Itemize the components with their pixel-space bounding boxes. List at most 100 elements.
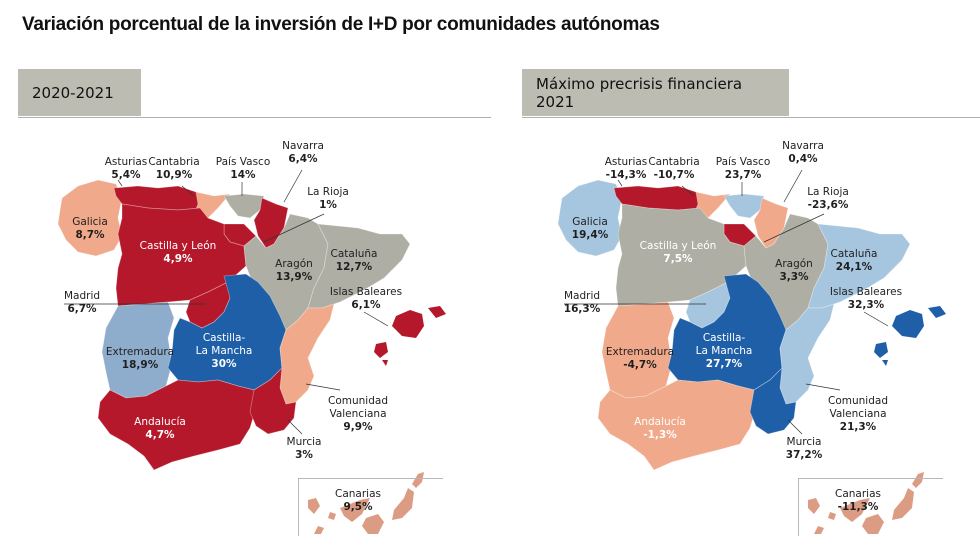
- region-name: Cataluña: [330, 248, 378, 260]
- leader-line: [117, 179, 123, 187]
- leader-line: [283, 169, 303, 203]
- region-name: Castilla-: [702, 332, 746, 344]
- region-name: La Rioja: [307, 186, 349, 198]
- region-value: 14%: [230, 169, 256, 181]
- region-name: Cantabria: [648, 156, 700, 168]
- region-name: País Vasco: [715, 156, 771, 168]
- region-name-line2: La Mancha: [195, 345, 253, 357]
- region-name-line2: Valenciana: [329, 408, 387, 420]
- region-canarias: [840, 498, 870, 522]
- region-islas-baleares: [928, 306, 946, 318]
- region-value: -11,3%: [837, 501, 879, 513]
- region-canarias: [862, 514, 884, 534]
- region-name: Galicia: [72, 216, 108, 228]
- region-value: -23,6%: [807, 199, 849, 211]
- period-tab: Máximo precrisis financiera 2021: [522, 69, 789, 116]
- region-value: 9,5%: [343, 501, 373, 513]
- label-cataluna: Cataluña 24,1%: [831, 248, 878, 274]
- region-andalucia: [97, 379, 257, 471]
- label-murcia: Murcia 3%: [287, 436, 322, 462]
- period-tab: 2020-2021: [18, 69, 141, 116]
- label-pais-vasco: País Vasco 23,7%: [716, 156, 771, 182]
- region-value: 9,9%: [343, 421, 373, 433]
- region-cataluna: [307, 223, 411, 309]
- region-name-line2: Valenciana: [829, 408, 887, 420]
- region-name: Andalucía: [634, 416, 686, 428]
- region-name: Islas Baleares: [829, 286, 903, 298]
- leader-line: [805, 383, 841, 391]
- label-murcia: Murcia 37,2%: [786, 436, 822, 462]
- region-canarias: [912, 472, 924, 488]
- region-name: Cantabria: [148, 156, 200, 168]
- region-value: 6,4%: [288, 153, 318, 165]
- label-extremadura: Extremadura 18,9%: [106, 346, 174, 372]
- region-islas-baleares: [374, 342, 388, 358]
- region-name: Asturias: [604, 156, 648, 168]
- region-value: -1,3%: [643, 429, 677, 441]
- leader-line: [363, 311, 389, 327]
- region-value: 13,9%: [275, 271, 313, 283]
- region-value: 12,7%: [335, 261, 373, 273]
- leader-line: [863, 311, 889, 327]
- region-canarias: [412, 472, 424, 488]
- label-la-rioja: La Rioja -23,6%: [807, 186, 849, 212]
- region-name: Castilla-: [202, 332, 246, 344]
- label-asturias: Asturias -14,3%: [605, 156, 648, 182]
- label-cataluna: Cataluña 12,7%: [331, 248, 378, 274]
- region-islas-baleares: [428, 306, 446, 318]
- region-value: 30%: [211, 358, 237, 370]
- region-name: Asturias: [104, 156, 148, 168]
- region-value: 7,5%: [663, 253, 693, 265]
- label-madrid: Madrid 6,7%: [64, 290, 100, 316]
- region-value: -4,7%: [623, 359, 657, 371]
- region-name: Galicia: [572, 216, 608, 228]
- region-name: Comunidad: [328, 395, 388, 407]
- region-name: Aragón: [775, 258, 813, 270]
- region-name: Canarias: [335, 488, 381, 500]
- region-name: País Vasco: [215, 156, 271, 168]
- region-name: Aragón: [275, 258, 313, 270]
- label-andalucia: Andalucía -1,3%: [634, 416, 686, 442]
- label-pais-vasco: País Vasco 14%: [216, 156, 271, 182]
- region-name: Islas Baleares: [329, 286, 403, 298]
- region-murcia: [249, 366, 297, 435]
- label-navarra: Navarra 0,4%: [782, 140, 824, 166]
- region-value: -10,7%: [653, 169, 695, 181]
- region-cataluna: [807, 223, 911, 309]
- region-canarias: [362, 514, 384, 534]
- region-name-line2: La Mancha: [695, 345, 753, 357]
- label-canarias: Canarias -11,3%: [835, 488, 881, 514]
- region-name: Canarias: [835, 488, 881, 500]
- label-valenciana: Comunidad Valenciana 21,3%: [828, 395, 888, 434]
- region-islas-baleares: [874, 342, 888, 358]
- region-galicia: [57, 179, 123, 257]
- region-value: 37,2%: [785, 449, 823, 461]
- region-value: 10,9%: [155, 169, 193, 181]
- leader-line: [263, 213, 325, 243]
- region-value: 27,7%: [705, 358, 743, 370]
- region-murcia: [749, 366, 797, 435]
- region-name: Castilla y León: [139, 240, 217, 252]
- region-islas-baleares: [392, 310, 424, 338]
- region-galicia: [557, 179, 623, 257]
- region-pais-vasco: [223, 193, 265, 219]
- canarias-inset-frame: [798, 478, 943, 536]
- leader-line: [787, 419, 803, 435]
- region-canarias: [392, 488, 414, 520]
- leader-line: [305, 383, 341, 391]
- label-castilla-mancha: Castilla- La Mancha 27,7%: [696, 332, 753, 371]
- region-value: 32,3%: [847, 299, 885, 311]
- region-name: Comunidad: [828, 395, 888, 407]
- choropleth-map: [57, 169, 446, 534]
- tab-divider: [522, 117, 980, 118]
- region-value: 8,7%: [75, 229, 105, 241]
- region-name: Navarra: [782, 140, 824, 152]
- region-islas-baleares: [892, 310, 924, 338]
- region-name: Navarra: [282, 140, 324, 152]
- region-value: 5,4%: [111, 169, 141, 181]
- label-canarias: Canarias 9,5%: [335, 488, 381, 514]
- leader-line: [763, 213, 825, 243]
- region-name: La Rioja: [807, 186, 849, 198]
- region-name: Castilla y León: [639, 240, 717, 252]
- region-valenciana: [279, 303, 335, 405]
